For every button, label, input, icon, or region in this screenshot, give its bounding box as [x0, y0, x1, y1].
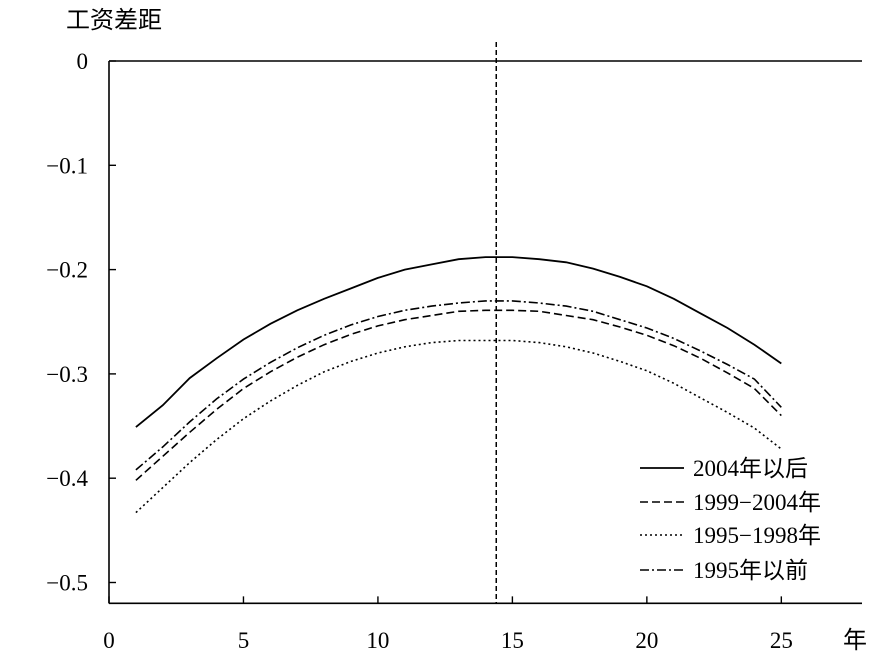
- y-tick-label: −0.1: [46, 153, 88, 178]
- series-line: [135, 300, 782, 471]
- x-tick-label: 15: [501, 628, 524, 653]
- y-tick-label: −0.3: [46, 362, 88, 387]
- series-line: [135, 309, 782, 481]
- series-line: [135, 339, 782, 514]
- x-tick-label: 25: [770, 628, 793, 653]
- y-tick-label: −0.2: [46, 258, 88, 283]
- series-line: [135, 256, 782, 428]
- x-tick-label: 5: [238, 628, 250, 653]
- x-tick-label: 10: [366, 628, 389, 653]
- y-tick-label: −0.4: [46, 466, 88, 491]
- series-lines: [135, 256, 782, 514]
- x-axis-label: 年: [843, 626, 867, 654]
- legend-label: 2004年以后: [693, 456, 808, 481]
- x-tick-label: 20: [635, 628, 658, 653]
- axes: 0 −0.1 −0.2 −0.3 −0.4 −0.5 0 5 10 15 20 25: [46, 42, 862, 653]
- y-tick-label: 0: [77, 49, 89, 74]
- x-tick-label: 0: [103, 628, 115, 653]
- legend: 2004年以后 1999−2004年 1995−1998年 1995年以前: [640, 456, 821, 583]
- y-axis-label: 工资差距: [66, 6, 162, 34]
- legend-label: 1999−2004年: [693, 490, 821, 515]
- legend-label: 1995−1998年: [693, 523, 821, 548]
- legend-label: 1995年以前: [693, 558, 808, 583]
- y-tick-label: −0.5: [46, 571, 88, 596]
